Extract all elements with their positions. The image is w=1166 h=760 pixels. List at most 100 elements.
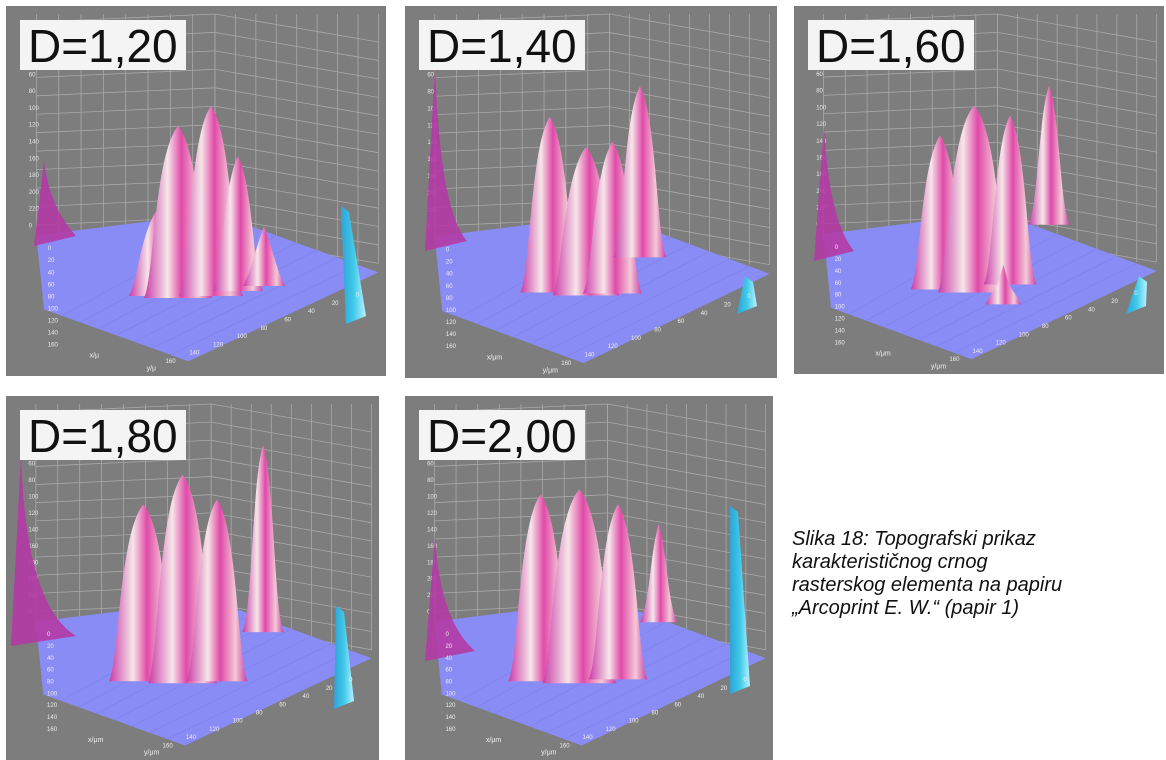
edge-ridge-left [34,161,76,246]
y-tick-label: 20 [721,686,728,692]
x-tick-label: 120 [445,703,456,709]
y-tick-label: 80 [256,711,263,717]
x-tick-label: 120 [48,318,59,324]
z-tick-label: 60 [28,461,35,467]
caption-line-3: rasterskog elementa na papiru [792,574,1063,596]
x-tick-label: 140 [48,330,59,336]
edge-ridge-left [425,536,475,661]
edge-ridge-right [730,506,750,694]
x-tick-label: 20 [47,644,54,650]
z-tick-label: 100 [29,106,40,112]
peaks [108,445,284,684]
axis-labels: x/μmy/μm16014012010080604020002040608010… [835,245,1139,371]
z-tick-label: 160 [816,155,827,161]
y-tick-label: 60 [279,702,286,708]
y-tick-label: 0 [747,294,751,300]
z-tick-label: 80 [816,89,823,95]
z-tick-label: 0 [29,223,33,229]
x-tick-label: 80 [48,294,55,300]
y-tick-label: 160 [163,743,174,749]
peaks [129,106,285,298]
x-tick-label: 40 [48,270,55,276]
z-tick-label: 180 [427,560,438,566]
x-tick-label: 120 [446,320,457,326]
x-tick-label: 80 [446,296,453,302]
surface-peak [186,499,248,682]
z-tick-label: 140 [816,139,827,145]
axis-labels: x/μ y/μ 160 140 120 100 80 60 40 20 0 0 20 40 60 80 100 1… [48,246,360,372]
x-tick-label: 100 [48,306,59,312]
y-axis-label: y/μm [541,750,556,757]
y-tick-label: 100 [629,719,640,725]
surface-peak [1028,85,1070,225]
topography-plot-3: 0204060801001201401601802002200x/μmy/μm1… [814,13,1158,371]
density-label-3: D=1,60 [808,20,974,70]
y-tick-label: 100 [1019,332,1030,338]
x-tick-label: 100 [445,691,456,697]
x-tick-label: 80 [835,293,842,299]
y-tick-label: 140 [186,735,197,741]
x-axis-label: x/μ [90,353,99,360]
z-tick-label: 140 [427,527,438,533]
x-tick-label: 160 [47,727,58,733]
topography-panel-5: 0204060801001201401601802002200x/μmy/μm1… [405,396,773,760]
topography-plot-4: 0204060801001201401601802002200x/μmy/μm1… [11,403,372,757]
x-axis-label: x/μm [486,737,501,744]
x-tick-label: 40 [47,656,54,662]
surface-peak [640,523,678,623]
figure-caption: Slika 18: Topografski prikaz karakterist… [792,528,1166,620]
y-axis-label: y/μ [147,365,156,372]
density-label-2: D=1,40 [419,20,585,70]
y-tick-label: 120 [606,727,617,733]
x-axis-label: x/μm [875,351,890,358]
x-axis-label: x/μm [88,737,103,744]
x-tick-label: 60 [47,668,54,674]
x-tick-label: 40 [445,656,452,662]
y-tick-label: 160 [949,357,960,363]
axis-labels: x/μmy/μm16014012010080604020002040608010… [445,632,747,756]
z-tick-label: 80 [28,478,35,484]
x-tick-label: 0 [835,245,839,251]
z-tick-label: 160 [28,544,39,550]
x-tick-label: 140 [445,715,456,721]
x-tick-label: 160 [48,342,59,348]
z-tick-label: 140 [28,527,39,533]
y-tick-label: 100 [233,719,244,725]
y-tick-label: 60 [677,319,684,325]
y-tick-label: 100 [631,336,642,342]
x-tick-label: 20 [446,260,453,266]
y-tick-label: 40 [303,694,310,700]
edge-ridge-left [425,66,467,251]
x-tick-label: 60 [48,282,55,288]
y-tick-label: 140 [583,735,594,741]
x-tick-label: 40 [835,269,842,275]
z-tick-label: 80 [427,478,434,484]
y-tick-label: 140 [973,349,984,355]
y-tick-label: 120 [213,342,224,348]
z-tick-label: 100 [427,494,438,500]
y-axis-label: y/μm [144,750,159,757]
z-tick-label: 180 [29,173,40,179]
x-tick-label: 20 [835,257,842,263]
y-tick-label: 140 [189,351,200,357]
edge-ridge-right [341,206,366,324]
x-tick-label: 60 [446,284,453,290]
y-tick-label: 100 [237,334,248,340]
y-tick-label: 80 [261,326,268,332]
topography-plot-1: 0204060801001201401601802002200x/μy/μ160… [29,13,379,372]
z-tick-label: 60 [816,72,823,78]
peaks [508,489,678,684]
surface-peak [213,156,263,291]
z-tick-label: 160 [427,544,438,550]
z-tick-label: 60 [29,72,36,78]
z-tick-label: 60 [427,73,434,79]
topography-panel-2: 0204060801001201401601802002200x/μmy/μm1… [405,6,777,378]
axis-labels: x/μmy/μm16014012010080604020002040608010… [446,248,751,375]
y-tick-label: 160 [166,359,177,365]
peaks [520,86,667,296]
x-tick-label: 100 [446,308,457,314]
x-tick-label: 80 [445,680,452,686]
z-tick-label: 120 [28,511,39,517]
z-tick-label: 200 [29,190,40,196]
x-tick-label: 100 [47,691,58,697]
